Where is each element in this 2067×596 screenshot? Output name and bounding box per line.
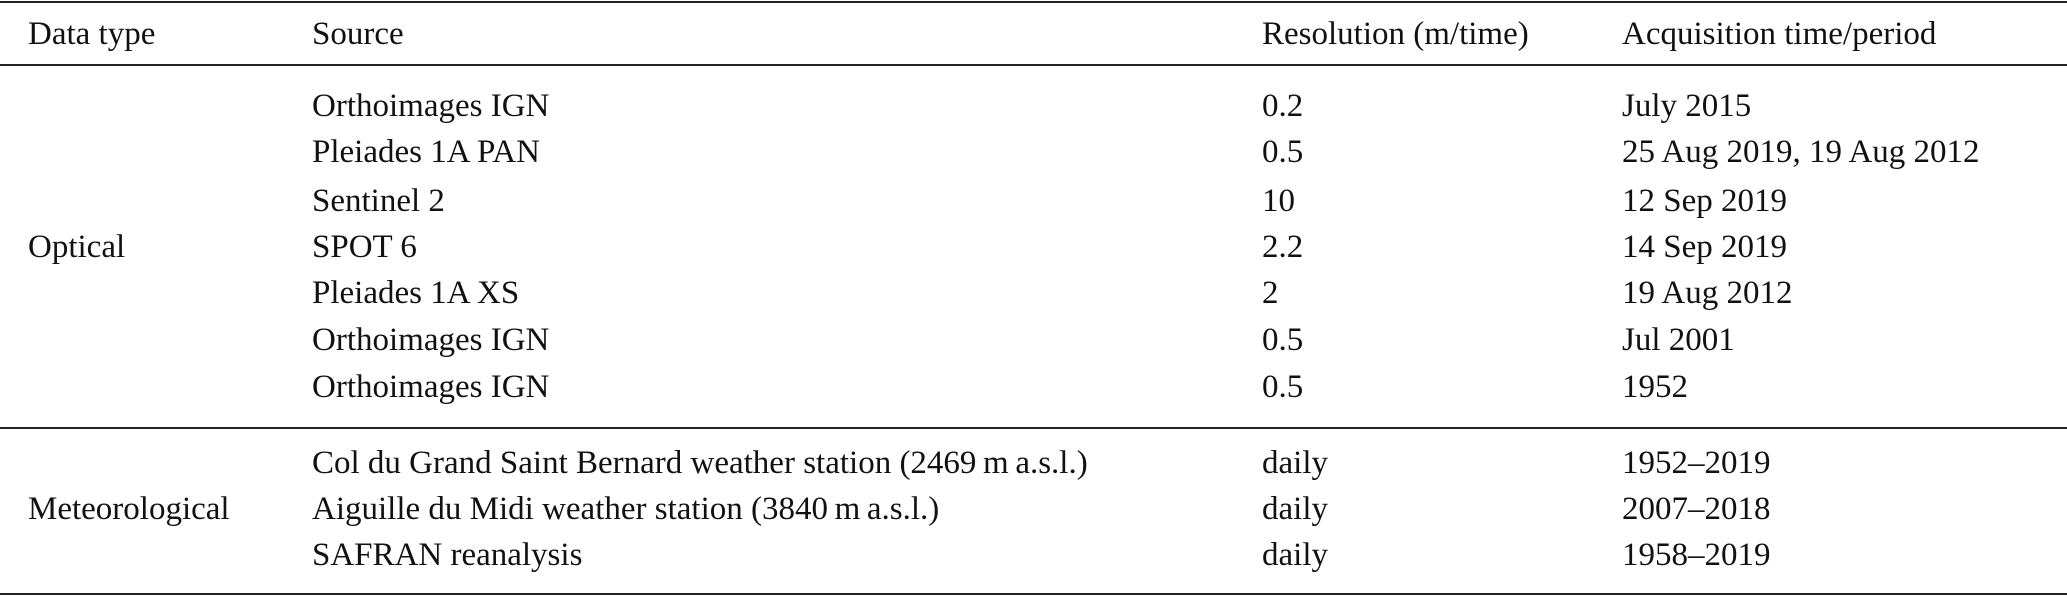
table-row-source: Aiguille du Midi weather station (3840 m… (312, 491, 940, 527)
group-label-optical: Optical (28, 229, 126, 265)
table-row-acquisition: 1958–2019 (1622, 537, 1771, 573)
table-row-acquisition: 1952–2019 (1622, 445, 1771, 481)
header-source: Source (312, 16, 404, 52)
table-row-source: SAFRAN reanalysis (312, 537, 583, 573)
table-row-resolution: 0.2 (1262, 88, 1304, 124)
table-row-source: Pleiades 1A PAN (312, 134, 540, 170)
table-row-resolution: daily (1262, 491, 1328, 527)
table-row-resolution: 0.5 (1262, 134, 1304, 170)
table-row-resolution: 10 (1262, 183, 1295, 219)
table-row-acquisition: 1952 (1622, 369, 1688, 405)
header-resolution: Resolution (m/time) (1262, 16, 1529, 52)
table-row-source: Orthoimages IGN (312, 88, 550, 124)
table-row-resolution: 2 (1262, 275, 1279, 311)
group-separator-rule (0, 427, 2067, 429)
table-row-source: Pleiades 1A XS (312, 275, 520, 311)
group-label-meteorological: Meteorological (28, 491, 230, 527)
table-row-source: Sentinel 2 (312, 183, 445, 219)
table-row-resolution: 2.2 (1262, 229, 1304, 265)
table-row-resolution: daily (1262, 445, 1328, 481)
table-row-source: Orthoimages IGN (312, 369, 550, 405)
table-row-acquisition: 2007–2018 (1622, 491, 1771, 527)
table-row-acquisition: 14 Sep 2019 (1622, 229, 1787, 265)
table-row-acquisition: July 2015 (1622, 88, 1752, 124)
table-row-acquisition: 25 Aug 2019, 19 Aug 2012 (1622, 134, 1980, 170)
table-row-source: SPOT 6 (312, 229, 417, 265)
header-bottom-rule (0, 64, 2067, 66)
table-row-acquisition: Jul 2001 (1622, 322, 1735, 358)
table-row-source: Orthoimages IGN (312, 322, 550, 358)
table-top-rule (0, 1, 2067, 3)
table-row-acquisition: 19 Aug 2012 (1622, 275, 1793, 311)
table-row-resolution: 0.5 (1262, 369, 1304, 405)
header-data-type: Data type (28, 16, 156, 52)
table-row-resolution: 0.5 (1262, 322, 1304, 358)
table-row-acquisition: 12 Sep 2019 (1622, 183, 1787, 219)
table-row-resolution: daily (1262, 537, 1328, 573)
table-row-source: Col du Grand Saint Bernard weather stati… (312, 445, 1088, 481)
header-acquisition: Acquisition time/period (1622, 16, 1937, 52)
table-bottom-rule (0, 593, 2067, 595)
